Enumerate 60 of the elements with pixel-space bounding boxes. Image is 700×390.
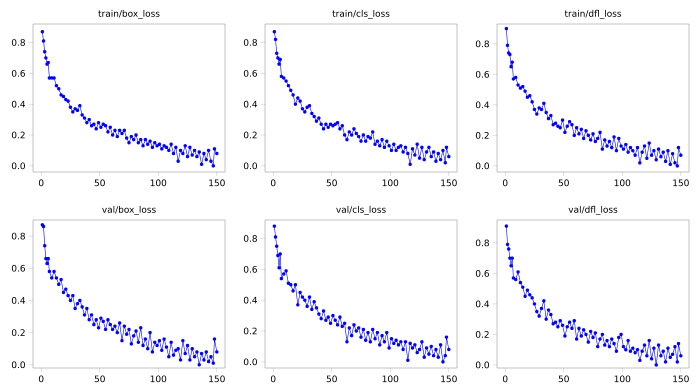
- x-tick-label: 150: [209, 375, 225, 382]
- y-tick-label: 0.4: [244, 296, 258, 304]
- y-tick-label: 0.6: [244, 70, 257, 77]
- x-tick-label: 0: [38, 179, 44, 186]
- y-tick-label: 0.0: [476, 162, 489, 170]
- y-tick-label: 0.6: [12, 70, 25, 77]
- y-tick-label: 0.8: [244, 39, 257, 46]
- x-tick-label: 0: [502, 179, 508, 186]
- chart-title: val/box_loss: [102, 206, 156, 215]
- x-tick-label: 50: [94, 375, 105, 382]
- y-tick-label: 0.8: [12, 232, 25, 240]
- x-tick-label: 50: [558, 179, 569, 186]
- x-tick-label: 100: [614, 375, 630, 382]
- x-tick-label: 150: [441, 179, 457, 186]
- x-tick-label: 150: [673, 375, 689, 382]
- chart-title: train/dfl_loss: [564, 10, 622, 19]
- x-tick-label: 50: [94, 179, 105, 186]
- y-tick-label: 0.8: [244, 235, 257, 242]
- x-tick-label: 0: [502, 375, 508, 382]
- y-tick-label: 0.0: [244, 162, 257, 170]
- x-tick-label: 100: [382, 179, 398, 186]
- y-tick-label: 0.2: [12, 329, 25, 336]
- y-tick-label: 0.8: [476, 40, 489, 48]
- x-tick-label: 50: [326, 375, 337, 382]
- x-tick-label: 0: [270, 179, 276, 186]
- chart-title: train/box_loss: [98, 10, 160, 19]
- y-tick-label: 0.0: [244, 358, 257, 366]
- y-tick-label: 0.0: [476, 362, 489, 368]
- y-tick-label: 0.6: [476, 70, 489, 78]
- y-tick-label: 0.0: [12, 361, 25, 368]
- y-tick-label: 0.4: [476, 101, 490, 108]
- y-tick-label: 0.0: [12, 162, 25, 170]
- x-tick-label: 100: [382, 375, 398, 382]
- x-tick-label: 150: [673, 179, 689, 186]
- y-tick-label: 0.6: [12, 264, 25, 272]
- y-tick-label: 0.6: [244, 266, 257, 273]
- x-tick-label: 50: [558, 375, 569, 382]
- chart-title: train/cls_loss: [332, 10, 390, 19]
- chart-title: val/dfl_loss: [568, 206, 618, 215]
- y-tick-label: 0.4: [244, 100, 258, 108]
- y-tick-label: 0.2: [244, 132, 257, 138]
- x-tick-label: 50: [326, 179, 337, 186]
- y-tick-label: 0.8: [12, 39, 25, 46]
- x-tick-label: 100: [150, 375, 166, 382]
- y-tick-label: 0.6: [476, 270, 489, 277]
- y-tick-label: 0.8: [476, 240, 489, 246]
- y-tick-label: 0.2: [476, 132, 489, 139]
- y-tick-label: 0.4: [12, 297, 26, 304]
- x-tick-label: 100: [614, 179, 630, 186]
- x-tick-label: 0: [38, 375, 44, 382]
- y-tick-label: 0.4: [476, 300, 490, 308]
- y-tick-label: 0.2: [476, 331, 489, 338]
- y-tick-label: 0.4: [12, 100, 26, 108]
- y-tick-label: 0.2: [12, 132, 25, 138]
- x-tick-label: 150: [441, 375, 457, 382]
- y-tick-label: 0.2: [244, 328, 257, 334]
- chart-title: val/cls_loss: [336, 206, 386, 215]
- x-tick-label: 100: [150, 179, 166, 186]
- x-tick-label: 0: [270, 375, 276, 382]
- x-tick-label: 150: [209, 179, 225, 186]
